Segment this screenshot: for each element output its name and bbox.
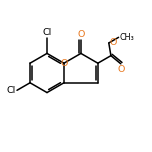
Text: Cl: Cl (42, 28, 52, 37)
Text: O: O (110, 38, 117, 47)
Text: Cl: Cl (7, 86, 16, 95)
Text: O: O (117, 65, 124, 74)
Text: O: O (78, 30, 85, 39)
Text: O: O (60, 59, 68, 68)
Text: CH₃: CH₃ (120, 33, 135, 42)
